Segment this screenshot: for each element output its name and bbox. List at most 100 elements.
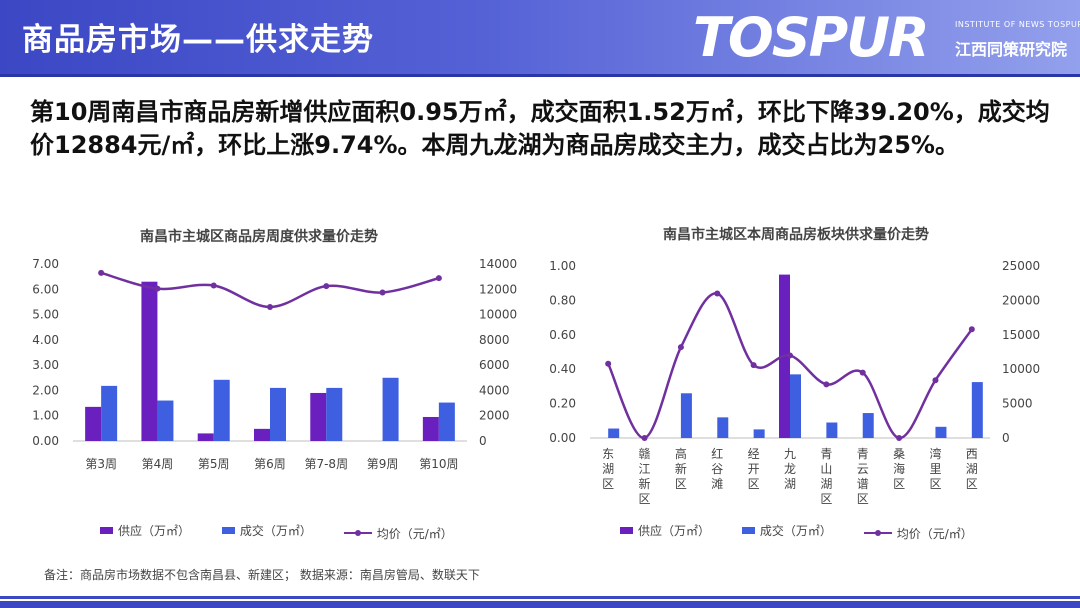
- x-tick-label: 高: [675, 446, 687, 461]
- x-tick-label: 山: [820, 462, 832, 476]
- chart2-title: 南昌市主城区本周商品房板块供求量价走势: [663, 227, 929, 243]
- x-tick-label: 湖: [602, 461, 614, 476]
- legend-price: 均价（元/㎡）: [863, 525, 973, 542]
- price-point: [714, 290, 721, 297]
- legend-supply-label: 供应（万㎡）: [638, 524, 711, 538]
- price-point: [677, 344, 684, 351]
- deal-bar: [862, 413, 874, 438]
- price-line: [607, 292, 973, 440]
- y-left-tick-label: 0.80: [549, 293, 576, 307]
- y-left-tick-label: 0.60: [549, 328, 576, 342]
- y-right-tick-label: 5000: [1002, 397, 1033, 411]
- legend-deal-swatch: [741, 527, 755, 534]
- summary-headline: 第10周南昌市商品房新增供应面积0.95万㎡，成交面积1.52万㎡，环比下降39…: [30, 98, 1050, 159]
- deal-bar: [382, 377, 399, 441]
- legend-supply-label: 供应（万㎡）: [118, 524, 191, 538]
- y-left-tick-label: 3.00: [32, 358, 59, 372]
- x-tick-label: 区: [857, 492, 869, 506]
- deal-bar: [753, 429, 765, 438]
- x-tick-label: 区: [820, 492, 832, 506]
- x-tick-label: 湖: [784, 476, 796, 491]
- deal-bar: [326, 387, 343, 441]
- y-right-tick-label: 20000: [1002, 293, 1040, 307]
- deal-bar: [971, 382, 983, 438]
- header-divider: [0, 74, 1080, 77]
- x-tick-label: 第4周: [142, 457, 174, 471]
- x-tick-label: 龙: [784, 462, 796, 476]
- x-tick-label: 云: [857, 462, 869, 476]
- price-point: [641, 435, 648, 441]
- deal-bar: [157, 400, 174, 441]
- x-tick-label: 东: [602, 447, 614, 461]
- x-tick-label: 红: [711, 446, 723, 461]
- x-tick-label: 江: [639, 462, 651, 476]
- y-left-tick-label: 4.00: [32, 333, 59, 347]
- y-right-tick-label: 0: [1002, 431, 1010, 445]
- legend-supply: 供应（万㎡）: [620, 522, 710, 539]
- x-tick-label: 谱: [857, 477, 869, 491]
- x-tick-label: 滩: [711, 477, 723, 491]
- y-left-tick-label: 0.40: [549, 362, 576, 376]
- y-right-tick-label: 10000: [479, 308, 517, 322]
- y-left-tick-label: 2.00: [32, 383, 59, 397]
- x-tick-label: 开: [748, 462, 760, 476]
- legend-deal: 成交（万㎡）: [741, 522, 832, 539]
- x-tick-label: 桑: [893, 447, 905, 461]
- footer-rule-bottom: [0, 601, 1080, 608]
- y-left-tick-label: 5.00: [32, 308, 59, 322]
- price-point: [323, 283, 330, 290]
- page-title: 商品房市场——供求走势: [22, 22, 374, 58]
- y-left-tick-label: 6.00: [32, 282, 59, 296]
- x-tick-label: 第9周: [367, 457, 399, 471]
- x-tick-label: 青: [820, 447, 832, 461]
- legend-supply-swatch: [100, 527, 113, 534]
- x-tick-label: 区: [929, 477, 941, 491]
- x-tick-label: 里: [929, 462, 941, 476]
- x-tick-label: 第6周: [254, 457, 286, 471]
- x-tick-label: 海: [893, 461, 905, 476]
- y-left-tick-label: 1.00: [549, 259, 576, 273]
- x-tick-label: 区: [602, 477, 614, 491]
- x-tick-label: 谷: [711, 462, 723, 476]
- price-point: [750, 362, 757, 369]
- price-point: [435, 275, 442, 282]
- price-point: [823, 381, 830, 388]
- x-tick-label: 区: [966, 477, 978, 491]
- supply-bar: [254, 428, 270, 441]
- logo-subtitle-en: INSTITUTE OF NEWS TOSPUR: [955, 20, 1080, 29]
- x-tick-label: 第7-8周: [304, 457, 348, 471]
- x-tick-label: 九: [784, 447, 796, 461]
- legend-deal-label: 成交（万㎡）: [759, 524, 832, 538]
- y-right-tick-label: 15000: [1002, 328, 1040, 342]
- legend-supply: 供应（万㎡）: [100, 522, 190, 539]
- y-left-tick-label: 0.00: [32, 434, 59, 448]
- x-tick-label: 区: [748, 477, 760, 491]
- y-right-tick-label: 6000: [479, 358, 510, 372]
- x-tick-label: 新: [675, 461, 687, 476]
- price-point: [896, 435, 903, 441]
- legend-price: 均价（元/㎡）: [343, 525, 453, 542]
- x-tick-label: 新: [639, 476, 651, 491]
- chart1-weekly: 0.00 1.00 2.00 3.00 4.00 5.00 6.00 7.00 0 2000 400…: [32, 257, 517, 471]
- deal-bar: [717, 417, 729, 438]
- y-right-tick-label: 0: [479, 434, 487, 448]
- price-point: [787, 352, 793, 359]
- legend-deal: 成交（万㎡）: [221, 522, 312, 539]
- supply-bar: [422, 416, 439, 441]
- deal-bar: [680, 393, 692, 438]
- footnote: 备注：商品房市场数据不包含南昌县、新建区； 数据来源：南昌房管局、数联天下: [44, 568, 480, 582]
- price-point: [210, 282, 217, 289]
- x-tick-label: 第10周: [419, 457, 458, 471]
- x-tick-label: 湾: [929, 446, 941, 461]
- deal-bar: [438, 402, 455, 441]
- legend-deal-swatch: [221, 527, 235, 534]
- y-right-tick-label: 25000: [1002, 259, 1040, 273]
- chart1-title: 南昌市主城区商品房周度供求量价走势: [140, 229, 378, 245]
- price-point: [859, 369, 866, 376]
- y-right-tick-label: 8000: [479, 333, 510, 347]
- y-left-tick-label: 0.20: [549, 397, 576, 411]
- deal-bar: [826, 422, 838, 438]
- price-point: [154, 285, 161, 292]
- supply-bar: [197, 433, 214, 441]
- legend-supply-swatch: [620, 527, 633, 534]
